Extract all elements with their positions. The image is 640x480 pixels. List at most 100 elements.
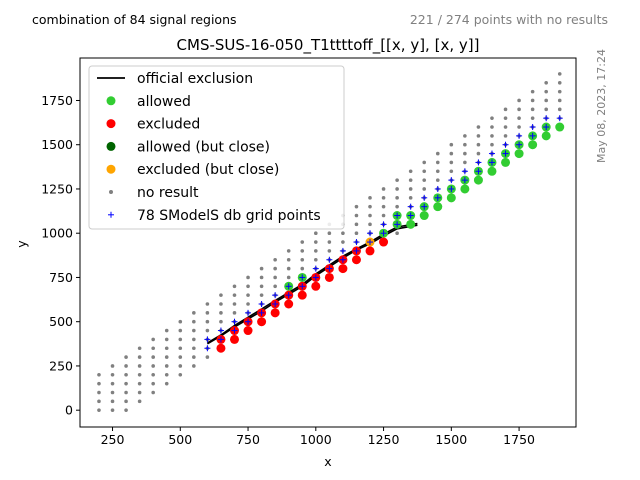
no-result-point xyxy=(137,372,142,377)
allowed-point xyxy=(433,202,443,212)
no-result-point xyxy=(300,257,305,262)
no-result-point xyxy=(286,249,291,253)
allowed-point xyxy=(406,219,416,229)
no-result-point xyxy=(408,187,413,191)
no-result-point xyxy=(151,364,155,368)
no-result-point xyxy=(110,372,115,377)
no-result-point xyxy=(490,116,494,120)
no-result-point xyxy=(246,275,250,280)
excluded-point xyxy=(243,326,253,336)
grid-point-plus xyxy=(556,115,563,122)
grid-point-plus xyxy=(326,265,333,272)
y-tick-label: 250 xyxy=(49,358,73,373)
grid-point-plus xyxy=(502,141,509,148)
no-result-point xyxy=(368,204,372,209)
no-result-point xyxy=(97,381,101,386)
allowed-points xyxy=(284,122,565,291)
no-result-point xyxy=(178,346,183,351)
legend-dot-marker xyxy=(106,119,116,129)
no-result-point xyxy=(557,72,562,76)
grid-point-plus xyxy=(353,247,360,254)
no-result-point xyxy=(341,231,345,236)
no-result-point xyxy=(463,151,467,156)
no-result-point xyxy=(124,381,128,386)
grid-point-plus xyxy=(204,336,211,343)
no-result-point xyxy=(544,89,548,94)
excluded-point xyxy=(365,246,375,256)
x-tick-label: 1000 xyxy=(300,432,332,447)
allowed-point xyxy=(528,140,538,150)
plot-frame xyxy=(79,57,577,428)
grid-point-plus xyxy=(516,132,523,139)
no-result-point xyxy=(557,107,562,112)
no-result-point xyxy=(192,328,196,333)
no-result-point xyxy=(476,125,481,129)
no-result-point xyxy=(354,222,359,227)
no-result-point xyxy=(259,275,264,280)
x-tick-label: 1750 xyxy=(503,432,535,447)
no-result-point xyxy=(273,284,277,289)
no-result-point xyxy=(530,89,535,94)
y-tick-label: 750 xyxy=(49,270,73,285)
no-result-point xyxy=(449,142,454,147)
grid-point-plus xyxy=(529,132,536,139)
x-tick-label: 1500 xyxy=(435,432,467,447)
no-result-point xyxy=(503,125,508,129)
no-result-point xyxy=(273,275,277,280)
no-result-point xyxy=(449,151,454,156)
excluded-point xyxy=(257,317,267,327)
no-result-point xyxy=(530,98,535,103)
no-result-point xyxy=(110,408,115,412)
y-axis-label: y xyxy=(14,240,29,248)
excluded-points xyxy=(216,237,389,353)
y-tick-label: 1250 xyxy=(41,181,73,196)
grid-point-plus xyxy=(488,150,495,157)
no-result-point xyxy=(490,142,494,147)
signal-regions-note: combination of 84 signal regions xyxy=(32,12,237,27)
no-result-point xyxy=(137,381,142,386)
no-result-point xyxy=(164,337,169,342)
no-result-point xyxy=(110,381,115,386)
legend-entry: no result xyxy=(109,185,199,201)
grid-point-plus xyxy=(380,230,387,237)
no-result-point xyxy=(300,240,305,244)
no-result-point xyxy=(503,107,508,112)
no-result-point xyxy=(286,257,291,262)
no-result-point xyxy=(219,319,223,324)
no-result-point xyxy=(219,302,223,306)
no-result-point xyxy=(151,372,155,377)
no-result-point xyxy=(124,355,128,359)
no-result-point xyxy=(232,293,237,297)
no-result-point xyxy=(300,266,305,271)
no-result-point xyxy=(192,364,196,368)
allowed-point xyxy=(501,157,511,167)
x-tick-label: 750 xyxy=(236,432,260,447)
official-exclusion-line xyxy=(206,224,418,345)
no-result-point xyxy=(354,204,359,209)
no-result-point xyxy=(137,390,142,395)
excluded-point xyxy=(338,264,348,274)
no-result-point xyxy=(422,178,427,182)
grid-point-plus xyxy=(245,309,252,316)
grid-point-plus xyxy=(475,168,482,175)
no-result-point xyxy=(544,107,548,112)
no-result-point xyxy=(97,399,101,404)
grid-point-plus xyxy=(394,221,401,228)
y-tick-label: 1750 xyxy=(41,93,73,108)
grid-point-plus xyxy=(543,115,550,122)
no-result-point xyxy=(124,372,128,377)
allowed-point xyxy=(541,131,551,141)
legend-entry: 78 SModelS db grid points xyxy=(108,208,321,224)
no-result-point xyxy=(395,178,399,182)
x-tick-label: 1250 xyxy=(368,432,400,447)
no-result-point xyxy=(435,169,440,174)
no-result-point xyxy=(368,196,372,200)
excluded-point xyxy=(270,308,280,318)
no-result-point xyxy=(205,355,210,359)
grid-point-plus xyxy=(312,265,319,272)
no-result-point xyxy=(178,364,183,368)
no-result-point xyxy=(151,390,155,395)
no-result-point xyxy=(557,98,562,103)
no-result-point xyxy=(395,231,399,236)
